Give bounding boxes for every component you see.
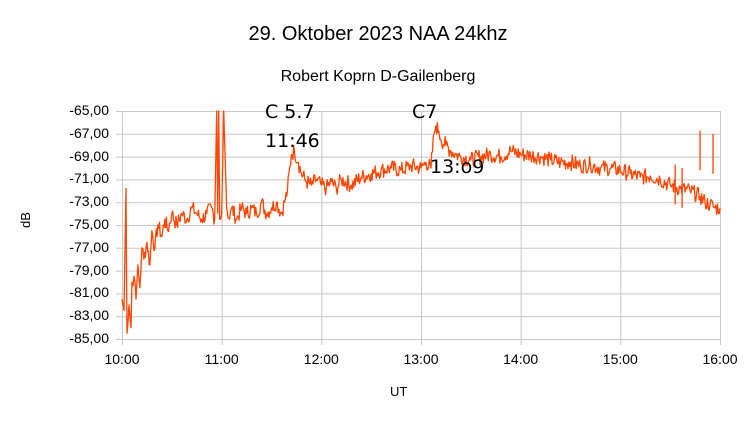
y-tick-label: -73,00	[69, 193, 109, 210]
annotation-flare-c57: C 5.7	[265, 101, 315, 123]
x-tick-label: 13:00	[403, 351, 439, 367]
x-tick-label: 14:00	[503, 351, 539, 367]
x-tick-label: 16:00	[702, 351, 738, 367]
y-tick-label: -81,00	[69, 284, 109, 301]
x-tick-label: 10:00	[104, 351, 140, 367]
chart-subtitle: Robert Koprn D-Gailenberg	[280, 68, 476, 85]
y-tick-label: -65,00	[69, 102, 109, 118]
x-tick-label: 11:00	[204, 351, 239, 367]
chart-title: 29. Oktober 2023 NAA 24khz	[248, 23, 508, 45]
y-tick-label: -75,00	[69, 216, 109, 232]
x-tick-label: 12:00	[303, 351, 339, 367]
y-tick-label: -79,00	[69, 261, 109, 278]
y-tick-label: -71,00	[69, 170, 109, 187]
y-tick-label: -83,00	[69, 307, 109, 324]
grid-lines	[116, 111, 721, 345]
annotation-time-1309: 13:o9	[430, 156, 485, 178]
y-axis-label: dB	[18, 212, 33, 228]
y-tick-label: -69,00	[69, 147, 109, 164]
annotation-time-1146: 11:46	[265, 130, 320, 152]
y-tick-label: -67,00	[69, 124, 109, 141]
signal-line	[121, 110, 721, 334]
y-tick-label: -85,00	[69, 330, 109, 346]
annotation-flare-c7: C7	[412, 101, 438, 123]
y-tick-label: -77,00	[69, 238, 109, 255]
x-axis-label: UT	[390, 384, 408, 399]
x-tick-label: 15:00	[602, 351, 638, 367]
